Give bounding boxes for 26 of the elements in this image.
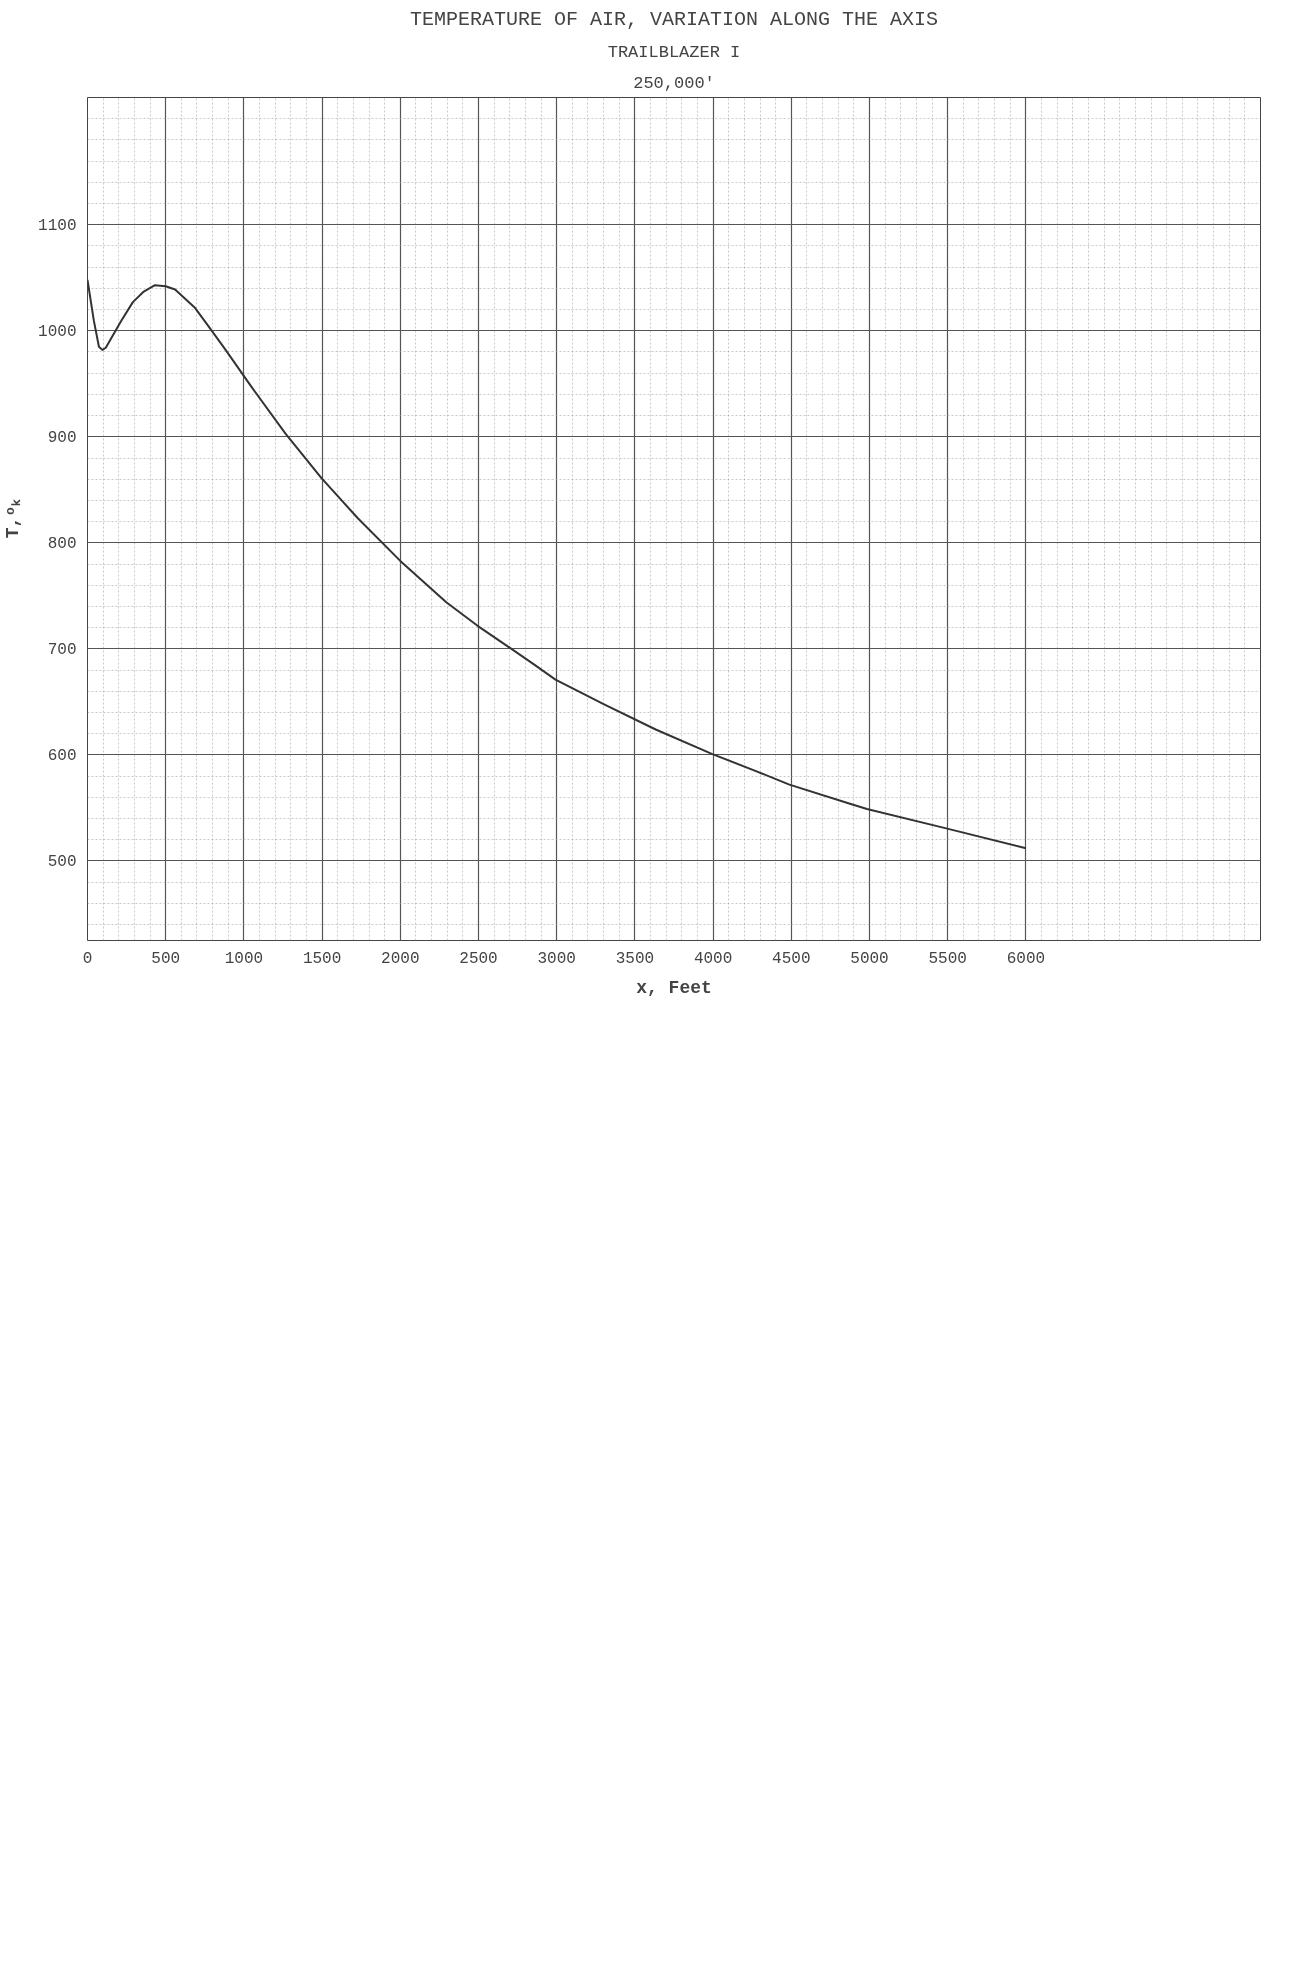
x-tick-label: 3000: [537, 949, 576, 968]
x-tick-label: 4500: [772, 949, 811, 968]
x-tick-label: 1000: [224, 949, 264, 968]
y-tick-label: 1000: [38, 323, 77, 342]
chart-subtitle: TRAILBLAZER I: [607, 42, 741, 62]
x-tick-label: 6000: [1006, 949, 1046, 968]
chart-title: TEMPERATURE OF AIR, VARIATION ALONG THE AXIS: [409, 7, 939, 31]
x-tick-label: 2000: [381, 949, 420, 968]
y-tick-label: 600: [47, 747, 77, 766]
text: 250,000': [633, 73, 715, 93]
x-tick-label: 4000: [693, 949, 733, 968]
y-tick-label: 1100: [38, 217, 77, 236]
x-tick-label: 5000: [850, 949, 889, 968]
y-tick-label: 700: [47, 641, 77, 660]
y-axis-title: T,ᵒₖ: [3, 498, 24, 539]
x-axis-title: x, Feet: [636, 977, 712, 998]
y-tick-label: 500: [47, 853, 77, 872]
y-tick-label: 800: [47, 535, 77, 554]
x-tick-label: 0: [82, 949, 93, 968]
x-tick-label: 500: [151, 949, 181, 968]
x-tick-label: 3500: [615, 949, 655, 968]
x-tick-label: 5500: [928, 949, 967, 968]
line-series: [87, 278, 1027, 850]
x-tick-label: 1500: [302, 949, 342, 968]
x-tick-label: 2500: [459, 949, 498, 968]
y-tick-label: 900: [47, 429, 77, 448]
